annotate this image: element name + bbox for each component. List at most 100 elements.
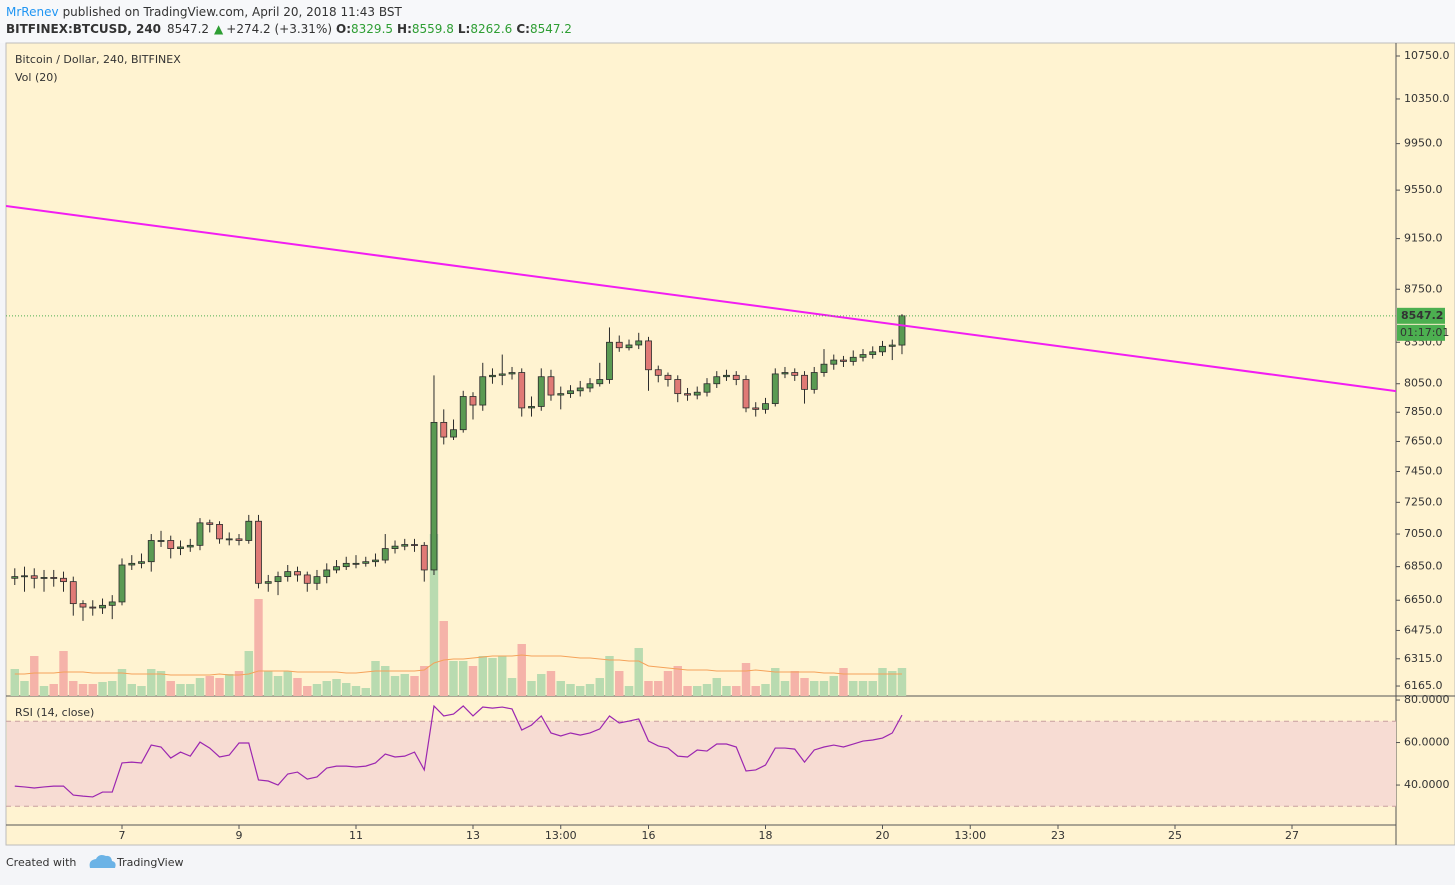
volume-bar	[205, 676, 214, 696]
candle-body	[576, 387, 584, 392]
candle-body	[206, 522, 214, 525]
volume-bar	[488, 658, 497, 696]
candle-body	[21, 575, 28, 578]
volume-bar	[176, 684, 185, 696]
candle-body	[411, 544, 418, 546]
volume-bar	[166, 681, 175, 696]
header-bg	[0, 0, 1455, 43]
candle-body	[508, 372, 516, 375]
candle-body	[167, 540, 175, 549]
volume-bar	[858, 681, 868, 696]
x-tick-label: 13	[466, 829, 480, 842]
volume-bar	[273, 676, 283, 696]
candle-body	[99, 604, 106, 609]
candle-body	[810, 372, 818, 390]
x-tick-label: 13:00	[954, 829, 986, 842]
candle-body	[313, 576, 321, 584]
volume-bar	[420, 666, 429, 696]
candle-body	[60, 577, 67, 583]
y-tick-label: 7850.0	[1404, 405, 1443, 418]
candle-body	[372, 559, 379, 563]
candle-body	[186, 544, 194, 548]
candle-body	[771, 373, 779, 405]
volume-bar	[790, 671, 799, 696]
volume-bar	[507, 678, 517, 696]
volume-bar	[381, 666, 390, 696]
y-tick-label: 8050.0	[1404, 377, 1443, 390]
candle-body	[342, 562, 350, 568]
volume-bar	[849, 681, 858, 696]
volume-bar	[449, 661, 458, 696]
volume-bar	[839, 668, 848, 696]
open: 8329.5	[351, 22, 393, 36]
volume-bar	[751, 686, 760, 696]
candle-body	[11, 576, 19, 579]
y-tick-label: 9150.0	[1404, 232, 1443, 245]
volume-bar	[39, 686, 49, 696]
x-tick-label: 25	[1168, 829, 1182, 842]
volume-bar	[702, 684, 712, 696]
author[interactable]: MrRenev	[6, 5, 59, 19]
candle-body	[479, 376, 487, 406]
candle-body	[381, 548, 389, 561]
brand-logo	[89, 855, 116, 868]
candle-body	[401, 544, 409, 547]
candle-body	[752, 407, 760, 410]
candle-body	[703, 383, 711, 393]
h-label: H:	[397, 22, 412, 36]
candle-body	[89, 606, 97, 609]
footer-brand[interactable]: TradingView	[116, 856, 183, 869]
candle-body	[781, 372, 789, 375]
main-pane	[6, 205, 1396, 696]
volume-bar	[98, 682, 107, 696]
candle-body	[596, 379, 604, 385]
candle-body	[294, 571, 301, 576]
last-price-label: 8547.2	[1401, 309, 1443, 322]
candle-body	[108, 601, 116, 606]
candle-body	[420, 544, 428, 571]
rsi-label: RSI (14, close)	[15, 706, 94, 719]
volume-bar	[332, 679, 341, 696]
candle-body	[303, 574, 311, 584]
volume-bar	[69, 681, 78, 696]
rsi-line	[14, 704, 903, 798]
x-tick-label: 23	[1051, 829, 1065, 842]
candle-body	[69, 581, 77, 605]
candle-body	[567, 390, 574, 395]
candle-body	[547, 376, 555, 396]
y-tick-label: 6315.0	[1404, 652, 1443, 665]
volume-bar	[390, 676, 400, 696]
trendline	[6, 205, 1396, 393]
last: 8547.2	[167, 22, 209, 36]
volume-bar	[800, 678, 809, 696]
y-tick-label: 7050.0	[1404, 527, 1443, 540]
volume-bar	[829, 676, 838, 696]
rsi-y-tick-label: 60.0000	[1404, 736, 1450, 749]
volume-bar	[400, 674, 409, 696]
volume-bar	[722, 686, 731, 696]
volume-bar	[351, 686, 361, 696]
candle-body	[430, 421, 438, 571]
symbol-line: BITFINEX:BTCUSD, 240 8547.2 ▲ +274.2 (+3.31…	[6, 22, 572, 36]
candle-body	[723, 374, 730, 378]
candle-body	[732, 374, 740, 380]
candle-body	[645, 340, 652, 371]
y-tick-label: 6650.0	[1404, 593, 1443, 606]
candle-body	[537, 376, 545, 407]
volume-bar	[322, 681, 331, 696]
volume-bar	[712, 678, 721, 696]
volume-bar	[761, 684, 770, 696]
candle-body	[879, 345, 886, 353]
candle-body	[801, 374, 808, 390]
candle-body	[118, 564, 126, 603]
x-tick-label: 27	[1285, 829, 1299, 842]
volume-bar	[342, 683, 351, 696]
l-label: L:	[458, 22, 470, 36]
y-tick-label: 10750.0	[1404, 49, 1450, 62]
volume-bar	[634, 648, 643, 696]
countdown-box	[1397, 324, 1445, 341]
volume-label: Vol (20)	[15, 71, 58, 84]
candle-body	[830, 359, 838, 365]
